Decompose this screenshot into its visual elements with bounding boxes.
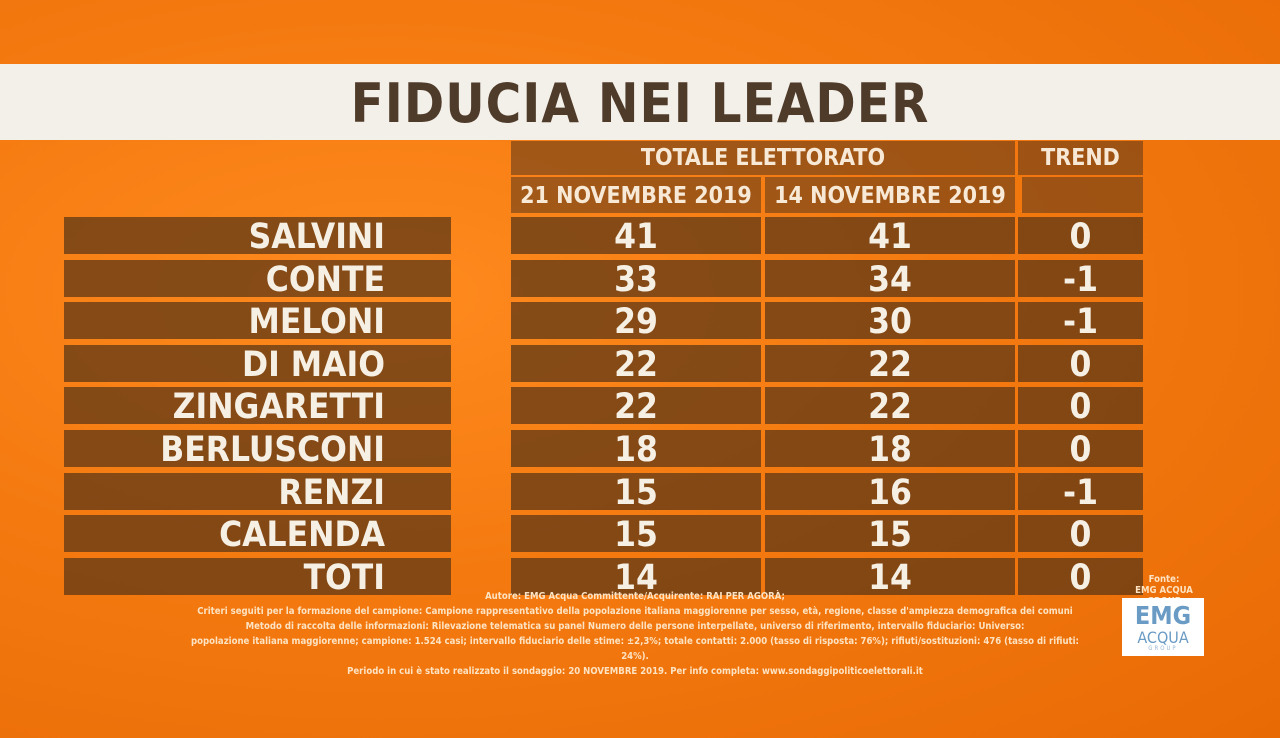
value-21-nov: 33 bbox=[511, 260, 761, 300]
value-14-nov: 22 bbox=[765, 345, 1015, 385]
footer-line-2: Criteri seguiti per la formazione del ca… bbox=[197, 606, 1073, 617]
chart-title: FIDUCIA NEI LEADER bbox=[350, 72, 930, 135]
value-14-nov: 15 bbox=[765, 515, 1015, 555]
value-14-nov: 14 bbox=[765, 558, 1015, 598]
value-14-nov: 16 bbox=[765, 473, 1015, 513]
column-header-1: 21 NOVEMBRE 2019 bbox=[520, 183, 752, 209]
group-header: TOTALE ELETTORATO bbox=[640, 145, 886, 171]
value-14-nov: 18 bbox=[765, 430, 1015, 470]
value-14-nov: 30 bbox=[765, 302, 1015, 342]
trend-value: 0 bbox=[1018, 217, 1143, 257]
value-21-nov: 22 bbox=[511, 387, 761, 427]
column-header-band-1 bbox=[511, 177, 761, 213]
value-14-nov: 34 bbox=[765, 260, 1015, 300]
trend-value: 0 bbox=[1018, 387, 1143, 427]
logo-text-bottom: GROUP bbox=[1148, 645, 1178, 652]
trend-header-band bbox=[1018, 141, 1143, 175]
trend-value: -1 bbox=[1018, 473, 1143, 513]
footer-line-4: popolazione italiana maggiorenne; campio… bbox=[191, 636, 1079, 662]
trend-value: 0 bbox=[1018, 515, 1143, 555]
methodology-footer: Autore: EMG Acqua Committente/Acquirente… bbox=[190, 589, 1080, 679]
trend-value: 0 bbox=[1018, 345, 1143, 385]
source-line-1: Fonte: bbox=[1148, 574, 1180, 585]
column-header-band-2 bbox=[765, 177, 1015, 213]
logo-text-top: EMG bbox=[1134, 601, 1192, 630]
leader-name: ZINGARETTI bbox=[64, 387, 451, 427]
value-14-nov: 41 bbox=[765, 217, 1015, 257]
footer-line-5: Periodo in cui è stato realizzato il son… bbox=[347, 666, 923, 677]
value-14-nov: 22 bbox=[765, 387, 1015, 427]
leader-name: BERLUSCONI bbox=[64, 430, 451, 470]
value-21-nov: 41 bbox=[511, 217, 761, 257]
trend-header-empty-band bbox=[1022, 177, 1143, 213]
trend-value: 0 bbox=[1018, 430, 1143, 470]
group-header-band bbox=[511, 141, 1015, 175]
value-21-nov: 15 bbox=[511, 473, 761, 513]
leader-name: MELONI bbox=[64, 302, 451, 342]
leader-name: CALENDA bbox=[64, 515, 451, 555]
column-header-2: 14 NOVEMBRE 2019 bbox=[774, 183, 1006, 209]
trend-value: -1 bbox=[1018, 302, 1143, 342]
footer-line-1: Autore: EMG Acqua Committente/Acquirente… bbox=[485, 591, 785, 602]
trend-value: -1 bbox=[1018, 260, 1143, 300]
title-bar: FIDUCIA NEI LEADER bbox=[0, 64, 1280, 140]
leader-name: DI MAIO bbox=[64, 345, 451, 385]
value-21-nov: 22 bbox=[511, 345, 761, 385]
leader-name: CONTE bbox=[64, 260, 451, 300]
value-21-nov: 18 bbox=[511, 430, 761, 470]
value-21-nov: 15 bbox=[511, 515, 761, 555]
value-21-nov: 29 bbox=[511, 302, 761, 342]
leader-name: RENZI bbox=[64, 473, 451, 513]
value-21-nov: 14 bbox=[511, 558, 761, 598]
trend-value: 0 bbox=[1018, 558, 1143, 598]
leader-name: TOTI bbox=[64, 558, 451, 598]
trend-header: TREND bbox=[1041, 145, 1120, 171]
footer-line-3: Metodo di raccolta delle informazioni: R… bbox=[245, 621, 1025, 632]
logo-text-mid: ACQUA bbox=[1137, 628, 1189, 647]
leader-name: SALVINI bbox=[64, 217, 451, 257]
emg-logo: EMG ACQUA GROUP bbox=[1122, 598, 1204, 656]
